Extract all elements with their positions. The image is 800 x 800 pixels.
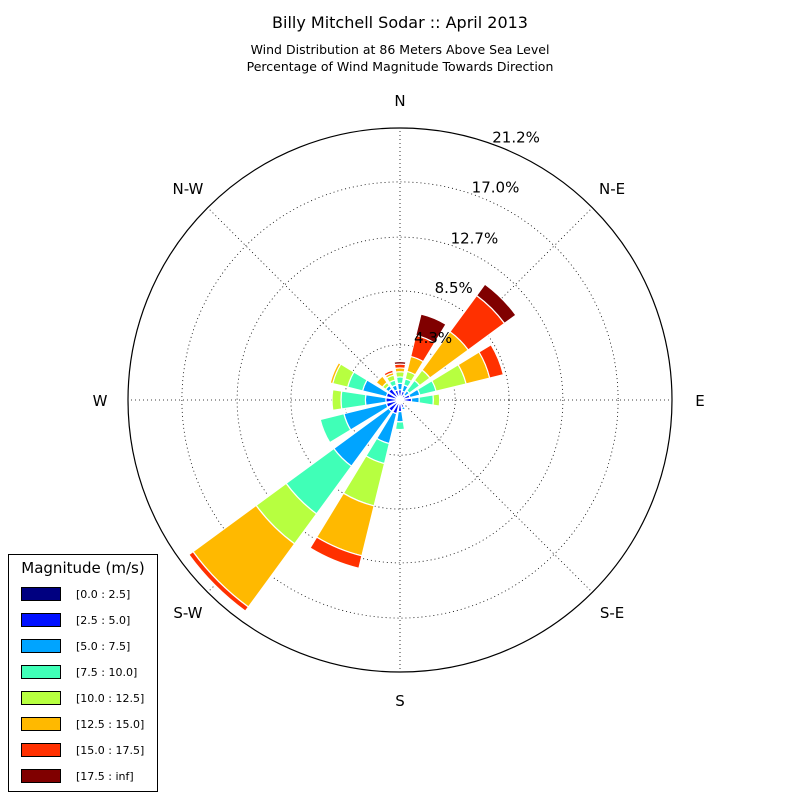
grid-circle	[344, 344, 456, 456]
legend-swatch	[21, 743, 61, 757]
legend-swatch	[21, 691, 61, 705]
legend-label: [10.0 : 12.5]	[76, 692, 145, 705]
wedge-dir-337_5-bin-6	[383, 369, 395, 377]
radial-tick-label: 12.7%	[451, 230, 499, 248]
direction-label-s-w: S-W	[173, 604, 202, 622]
wedge-dir-0-bin-3	[395, 376, 405, 385]
wedge-dir-157_5-bin-2	[401, 405, 407, 411]
wedge-dir-90-bin-2	[410, 396, 420, 404]
radial-tick-label: 8.5%	[435, 279, 473, 297]
grid-spoke	[207, 207, 401, 401]
wedge-dir-225-bin-6	[188, 550, 250, 612]
direction-label-n-w: N-W	[172, 180, 203, 198]
wedge-dir-202_5-bin-6	[309, 536, 363, 570]
chart-subtitle-line2: Percentage of Wind Magnitude Towards Dir…	[247, 59, 554, 74]
wedge-dir-180-bin-2	[396, 410, 404, 423]
wedge-dir-180-bin-3	[394, 420, 406, 431]
wedge-dir-247_5-bin-3	[319, 412, 352, 444]
wedge-dir-0-bin-4	[395, 371, 405, 378]
direction-label-e: E	[695, 392, 704, 410]
wedge-dir-22_5-bin-7	[415, 313, 447, 344]
legend-swatch	[21, 639, 61, 653]
wedge-dir-90-bin-4	[432, 393, 441, 407]
wedge-dir-0-bin-2	[396, 382, 404, 391]
legend-label: [17.5 : inf]	[76, 770, 134, 783]
chart-title: Billy Mitchell Sodar :: April 2013	[272, 13, 528, 32]
wedge-dir-270-bin-4	[331, 388, 343, 412]
wedge-dir-292_5-bin-5	[329, 361, 342, 385]
grid-spoke	[399, 399, 593, 593]
legend-title: Magnitude (m/s)	[21, 559, 145, 577]
legend-swatch	[21, 613, 61, 627]
legend-swatch	[21, 665, 61, 679]
grid-circle	[290, 290, 510, 510]
legend-label: [12.5 : 15.0]	[76, 718, 145, 731]
direction-label-n: N	[394, 92, 405, 110]
grid-circle	[236, 236, 564, 564]
radial-tick-label: 17.0%	[472, 179, 520, 197]
polar-frame	[127, 127, 673, 673]
radial-tick-label: 21.2%	[492, 129, 540, 147]
grid-circle	[181, 181, 619, 619]
direction-label-s-e: S-E	[600, 604, 624, 622]
wedge-dir-0-bin-7	[393, 360, 407, 366]
legend-label: [15.0 : 17.5]	[76, 744, 145, 757]
legend: Magnitude (m/s) [0.0 : 2.5] [2.5 : 5.0] [5…	[8, 554, 158, 792]
direction-label-s: S	[395, 692, 405, 710]
direction-label-w: W	[93, 392, 108, 410]
legend-swatch	[21, 769, 61, 783]
legend-label: [0.0 : 2.5]	[76, 588, 131, 601]
wedge-dir-45-bin-7	[475, 283, 517, 325]
legend-label: [5.0 : 7.5]	[76, 640, 131, 653]
direction-label-n-e: N-E	[599, 180, 625, 198]
polar-plot: 4.3% 8.5% 12.7% 17.0% 21.2% N N-E E S-E S S-W W N-W	[93, 92, 705, 710]
wedge-dir-315-bin-5	[375, 375, 388, 388]
legend-swatch	[21, 717, 61, 731]
radial-tick-label: 4.3%	[414, 329, 452, 347]
legend-swatch	[21, 587, 61, 601]
legend-label: [2.5 : 5.0]	[76, 614, 131, 627]
chart-subtitle-line1: Wind Distribution at 86 Meters Above Sea…	[251, 42, 550, 57]
wedge-dir-67_5-bin-6	[478, 343, 505, 379]
legend-label: [7.5 : 10.0]	[76, 666, 138, 679]
wedge-dir-270-bin-3	[340, 390, 367, 410]
wedge-dir-90-bin-3	[418, 394, 434, 406]
